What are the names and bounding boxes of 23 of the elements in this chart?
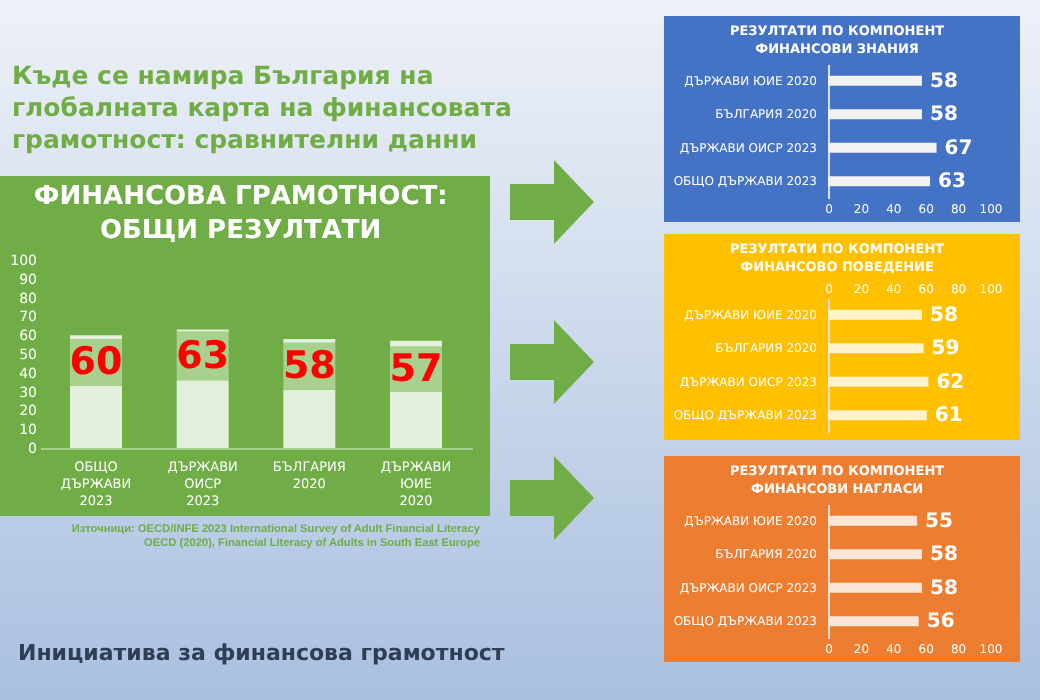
chart-title: ФИНАНСОВА ГРАМОТНОСТ: ОБЩИ РЕЗУЛТАТИ xyxy=(33,182,448,246)
data-label: 61 xyxy=(934,405,963,428)
data-label: 58 xyxy=(929,544,958,567)
text: Къде се намира България на глобалната карта на финансовата грамотност: сравнителни данни xyxy=(12,60,512,156)
bar xyxy=(176,380,229,448)
total-label: 60 xyxy=(69,340,123,385)
bar xyxy=(283,389,336,448)
data-label: 58 xyxy=(929,70,958,93)
bar xyxy=(70,385,122,448)
data-label: 56 xyxy=(926,611,955,634)
total-label: 58 xyxy=(282,344,336,389)
data-label: 55 xyxy=(925,510,954,533)
data-label: 62 xyxy=(936,371,965,394)
total-label: 57 xyxy=(389,347,443,392)
total-label: 63 xyxy=(176,333,230,378)
data-label: 67 xyxy=(944,137,973,160)
data-label: 58 xyxy=(929,304,958,327)
text: Инициатива за финансова грамотност xyxy=(18,640,505,666)
data-label: 58 xyxy=(929,104,958,127)
data-label: 59 xyxy=(931,338,960,361)
data-label: 58 xyxy=(929,577,958,600)
data-label: 63 xyxy=(938,171,966,194)
bar xyxy=(390,391,442,448)
